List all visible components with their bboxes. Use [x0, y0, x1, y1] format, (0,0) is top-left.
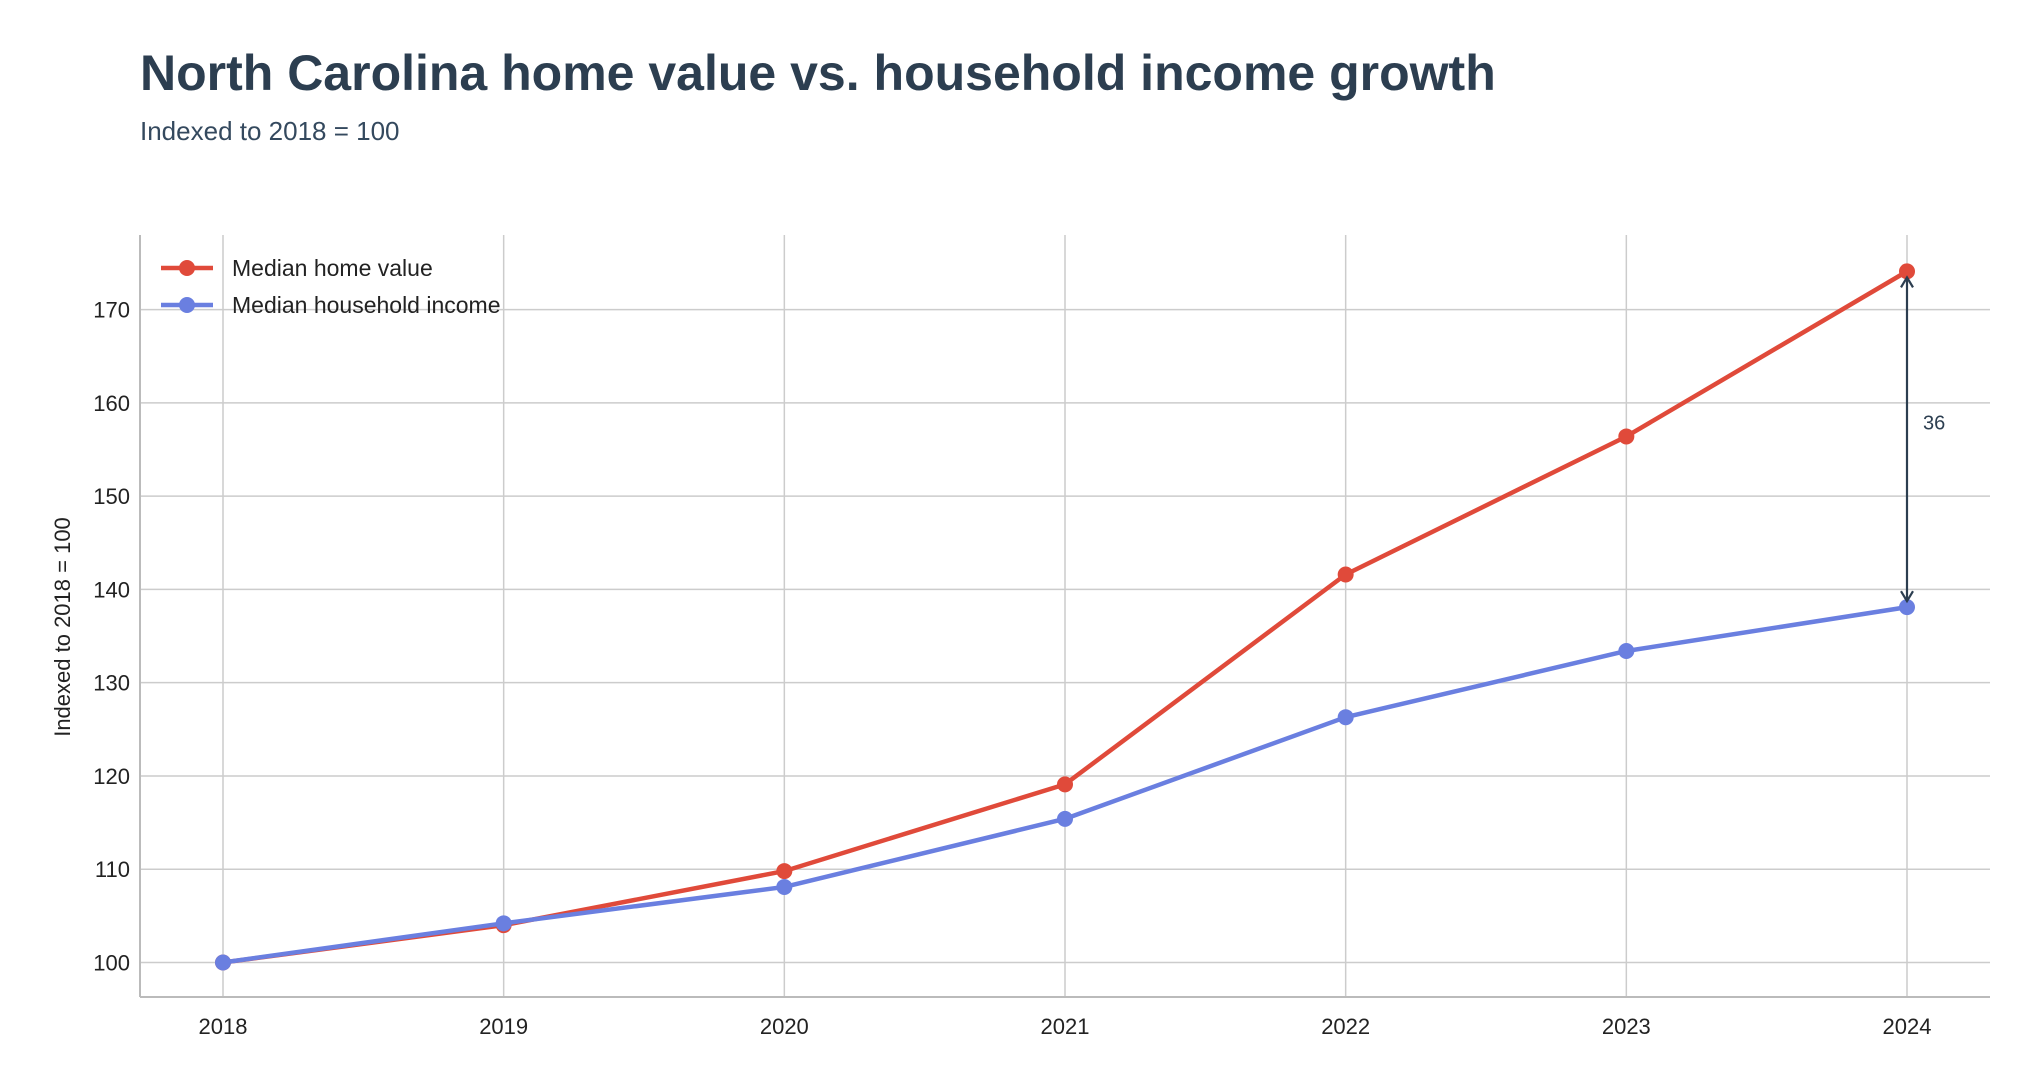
data-point-1-2022 [1337, 566, 1354, 583]
y-tick-labels: 100 110 120 130 140 150 160 170 [93, 298, 130, 976]
x-tick-label-2018: 2018 [199, 1014, 248, 1039]
y-tick-label-120: 120 [93, 764, 130, 789]
y-tick-label-110: 110 [95, 857, 130, 882]
y-tick-label-140: 140 [93, 577, 130, 602]
y-axis-title: Indexed to 2018 = 100 [50, 517, 75, 737]
y-tick-label-160: 160 [93, 391, 130, 416]
data-point-2-2024 [1899, 599, 1915, 616]
data-point-1-2021 [1057, 776, 1073, 793]
data-point-2-2022 [1337, 709, 1354, 726]
y-tick-label-100: 100 [93, 950, 130, 975]
x-gridlines [222, 235, 1908, 997]
x-tick-label-2021: 2021 [1041, 1014, 1090, 1039]
annotation-arrow-head-top [1900, 275, 1914, 288]
chart-title: North Carolina home value vs. household … [140, 45, 1496, 101]
data-point-2-2023 [1618, 642, 1635, 659]
annotation-label: 36 [1923, 412, 1945, 434]
legend-label-2: Median household income [232, 292, 501, 318]
axes [139, 235, 1990, 998]
legend-swatch-marker-2 [179, 297, 195, 313]
x-tick-label-2022: 2022 [1321, 1014, 1370, 1039]
series-2 [215, 599, 1915, 971]
legend-label-1: Median home value [232, 255, 433, 281]
y-gridlines [140, 308, 1990, 964]
legend: Median home value Median household income [161, 255, 501, 318]
data-point-2-2019 [495, 915, 512, 932]
legend-item-1: Median home value [161, 255, 433, 281]
data-point-1-2024 [1899, 263, 1915, 280]
x-tick-labels: 2018 2019 2020 2021 2022 2023 2024 [199, 1014, 1932, 1039]
series-layer [215, 263, 1915, 971]
data-point-1-2023 [1618, 428, 1635, 445]
gap-annotation: 36 [1900, 275, 1945, 604]
x-tick-label-2023: 2023 [1602, 1014, 1651, 1039]
x-tick-label-2019: 2019 [479, 1014, 528, 1039]
annotation-arrow-head-bottom [1900, 590, 1914, 604]
data-point-2-2018 [215, 954, 231, 971]
y-tick-label-150: 150 [93, 484, 130, 509]
chart-subtitle: Indexed to 2018 = 100 [140, 116, 400, 146]
y-tick-label-130: 130 [93, 671, 130, 696]
x-tick-label-2024: 2024 [1883, 1014, 1932, 1039]
y-tick-label-170: 170 [93, 298, 130, 323]
data-point-2-2021 [1057, 810, 1073, 827]
legend-swatch-marker-1 [179, 260, 195, 276]
legend-item-2: Median household income [161, 292, 501, 318]
data-point-2-2020 [776, 878, 793, 895]
x-tick-label-2020: 2020 [760, 1014, 809, 1039]
data-point-1-2020 [776, 863, 793, 880]
